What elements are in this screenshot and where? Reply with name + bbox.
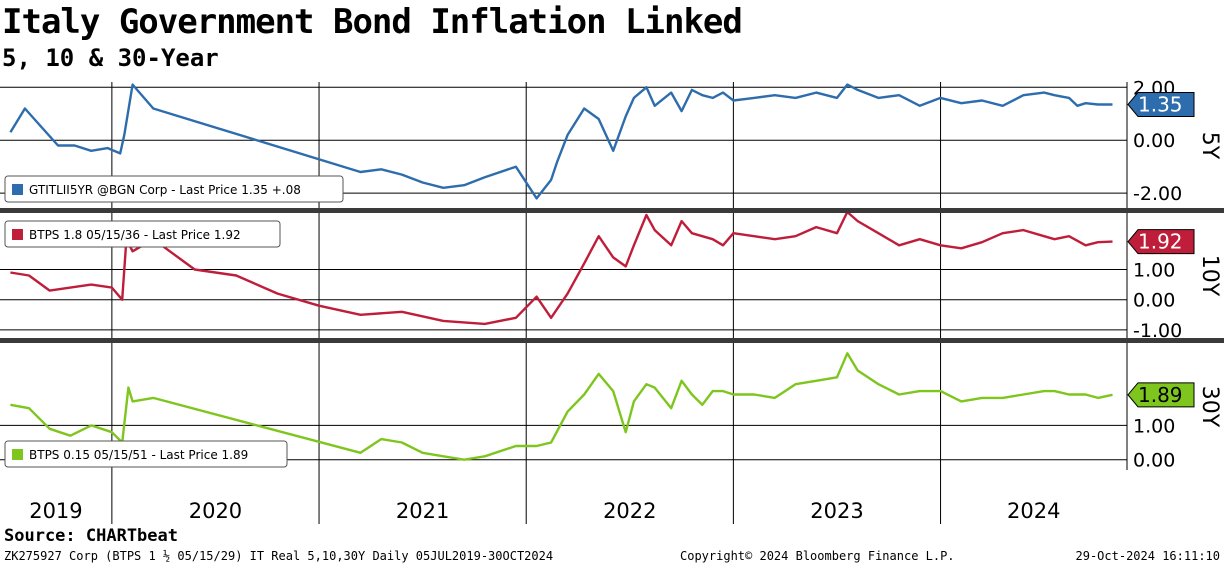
x-tick-label-2019: 2019 (29, 499, 82, 523)
tenor-label-5Y: 5Y (1197, 132, 1222, 160)
series-line-10Y (10, 210, 1113, 326)
legend-label-30Y: BTPS 0.15 05/15/51 - Last Price 1.89 (29, 448, 248, 462)
footer-ticker-info: ZK275927 Corp (BTPS 1 ½ 05/15/29) IT Rea… (4, 549, 554, 563)
legend-swatch-5Y (12, 184, 23, 195)
legend-box-5Y (4, 175, 344, 203)
series-line-30Y (10, 352, 1113, 461)
x-tick-label-2021: 2021 (396, 499, 449, 523)
y-tick-label-5Y-1: 0.00 (1133, 130, 1175, 152)
chart-subtitle: 5, 10 & 30-Year (2, 44, 219, 72)
legend-swatch-10Y (12, 229, 23, 240)
tenor-label-10Y: 10Y (1197, 255, 1222, 297)
footer-timestamp: 29-Oct-2024 16:11:10 (1075, 549, 1221, 563)
y-tick-label-10Y-2: -1.00 (1133, 320, 1182, 342)
y-tick-label-10Y-1: 0.00 (1133, 290, 1175, 312)
chart-title: Italy Government Bond Inflation Linked (2, 2, 743, 42)
y-tick-label-5Y-2: -2.00 (1133, 183, 1182, 205)
legend-box-10Y (4, 220, 281, 248)
source-note: Source: CHARTbeat (4, 526, 178, 546)
last-price-badge-5Y (1127, 91, 1195, 117)
last-price-badge-30Y (1127, 382, 1195, 408)
last-price-label-30Y: 1.89 (1138, 383, 1183, 407)
last-price-label-10Y: 1.92 (1138, 230, 1183, 254)
y-tick-label-10Y-0: 1.00 (1133, 259, 1175, 281)
footer-copyright: Copyright© 2024 Bloomberg Finance L.P. (680, 549, 955, 563)
y-tick-label-30Y-0: 1.00 (1133, 415, 1175, 437)
panel-separator-2 (0, 338, 1224, 343)
legend-swatch-30Y (12, 449, 23, 460)
series-line-5Y (9, 83, 1113, 200)
tenor-label-30Y: 30Y (1197, 386, 1222, 428)
last-price-badge-10Y (1127, 229, 1195, 255)
legend-label-10Y: BTPS 1.8 05/15/36 - Last Price 1.92 (29, 228, 241, 242)
x-tick-label-2023: 2023 (810, 499, 863, 523)
x-tick-label-2020: 2020 (189, 499, 242, 523)
x-tick-label-2022: 2022 (603, 499, 656, 523)
legend-label-5Y: GTITLII5YR @BGN Corp - Last Price 1.35 +… (29, 183, 301, 197)
last-price-label-5Y: 1.35 (1138, 92, 1183, 116)
panel-separator-1 (0, 208, 1224, 213)
legend-box-30Y (4, 440, 288, 468)
x-tick-label-2024: 2024 (1007, 499, 1060, 523)
y-tick-label-30Y-1: 0.00 (1133, 450, 1175, 472)
